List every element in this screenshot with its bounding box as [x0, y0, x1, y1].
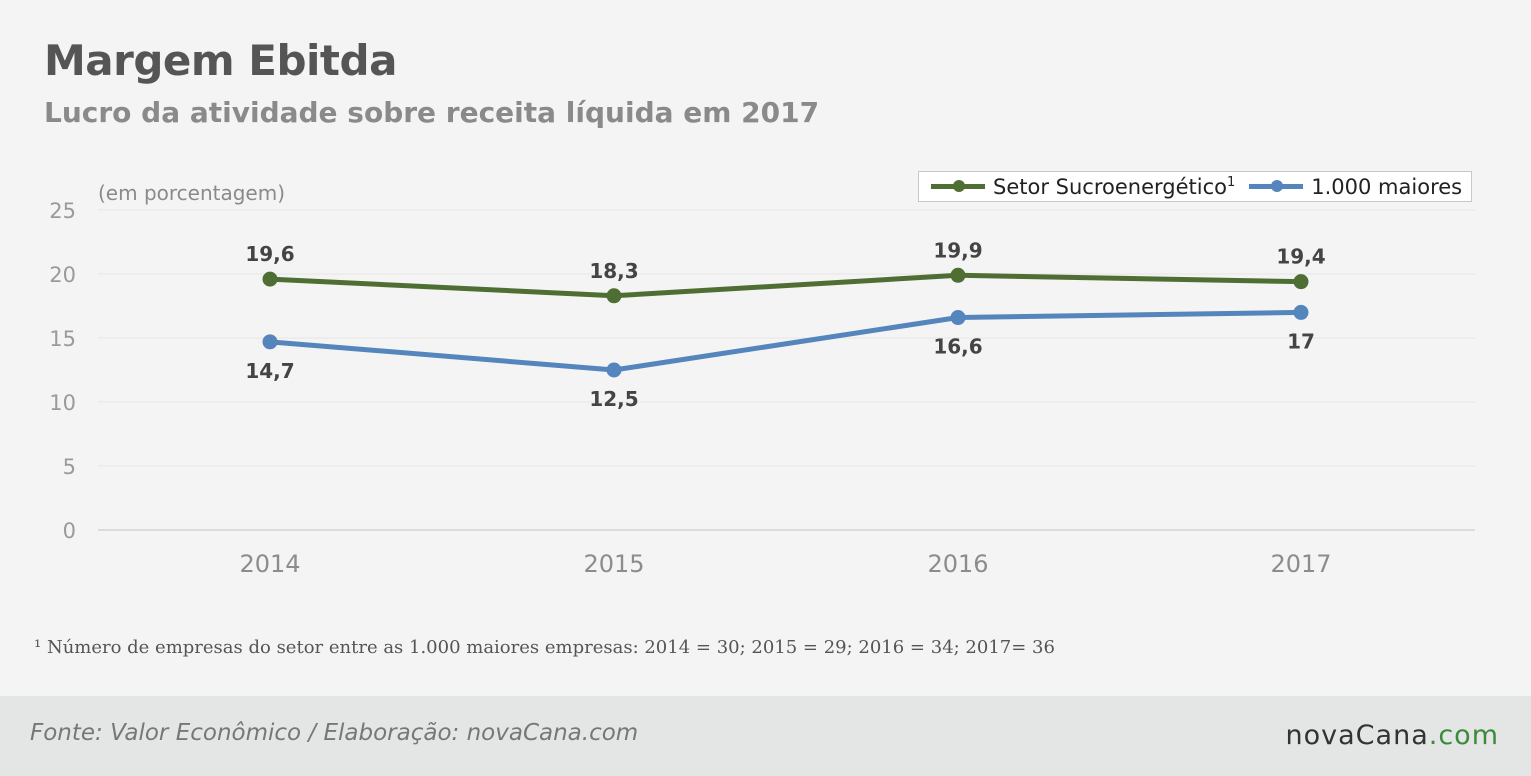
data-label: 18,3 — [589, 259, 638, 283]
grid-lines — [98, 209, 1475, 531]
y-tick-label: 20 — [49, 263, 76, 287]
y-tick-label: 25 — [49, 199, 76, 223]
x-tick-label: 2015 — [583, 550, 644, 578]
legend-label-maiores: 1.000 maiores — [1311, 174, 1463, 199]
y-tick-label: 5 — [63, 455, 76, 479]
x-tick-label: 2017 — [1270, 550, 1331, 578]
data-point — [262, 334, 278, 350]
chart-subtitle: Lucro da atividade sobre receita líquida… — [44, 96, 820, 129]
legend-item-maiores: 1.000 maiores — [1249, 175, 1462, 199]
logo-brand: novaCana — [1285, 720, 1429, 751]
x-tick-label: 2016 — [927, 550, 988, 578]
source-text: Fonte: Valor Econômico / Elaboração: nov… — [30, 720, 639, 746]
y-axis-ticks: 0 5 10 15 20 25 — [49, 199, 76, 543]
data-point — [950, 267, 966, 283]
legend-footnote-mark: 1 — [1226, 174, 1236, 190]
line-chart: (em porcentagem) 0 5 10 15 20 25 2014 2015 2016… — [49, 181, 1475, 578]
footnote: ¹ Número de empresas do setor entre as 1… — [34, 637, 1055, 658]
chart-title: Margem Ebitda — [44, 36, 397, 85]
legend-swatch-maiores — [1249, 180, 1304, 192]
brand-logo[interactable]: novaCana.com — [1286, 720, 1499, 751]
footer-bar: Fonte: Valor Econômico / Elaboração: nov… — [0, 696, 1531, 776]
data-labels: 19,6 18,3 19,9 19,4 14,7 12,5 16,6 17 — [245, 238, 1325, 411]
data-label: 16,6 — [933, 335, 982, 359]
x-tick-label: 2014 — [239, 550, 300, 578]
data-label: 17 — [1287, 329, 1315, 353]
x-axis-ticks: 2014 2015 2016 2017 — [239, 550, 1331, 578]
data-point — [606, 362, 622, 378]
unit-label: (em porcentagem) — [98, 181, 285, 205]
data-point — [950, 310, 966, 326]
data-point — [1293, 274, 1309, 290]
y-tick-label: 15 — [49, 327, 76, 351]
data-point — [606, 288, 622, 304]
legend: Setor Sucroenergético1 1.000 maiores — [918, 171, 1472, 202]
data-label: 19,9 — [933, 238, 982, 262]
data-label: 19,6 — [245, 242, 294, 266]
series-lines — [262, 267, 1309, 378]
data-point — [262, 271, 278, 287]
legend-item-setor: Setor Sucroenergético1 — [931, 175, 1235, 199]
data-label: 12,5 — [589, 387, 638, 411]
series-line-1 — [267, 309, 1304, 373]
series-line-0 — [267, 272, 1304, 299]
y-tick-label: 10 — [49, 391, 76, 415]
legend-label-setor: Setor Sucroenergético1 — [993, 174, 1236, 199]
data-label: 19,4 — [1276, 245, 1325, 269]
logo-tld: .com — [1428, 720, 1499, 751]
y-tick-label: 0 — [63, 519, 76, 543]
data-point — [1293, 304, 1309, 320]
data-label: 14,7 — [245, 359, 294, 383]
legend-swatch-setor — [931, 180, 985, 192]
